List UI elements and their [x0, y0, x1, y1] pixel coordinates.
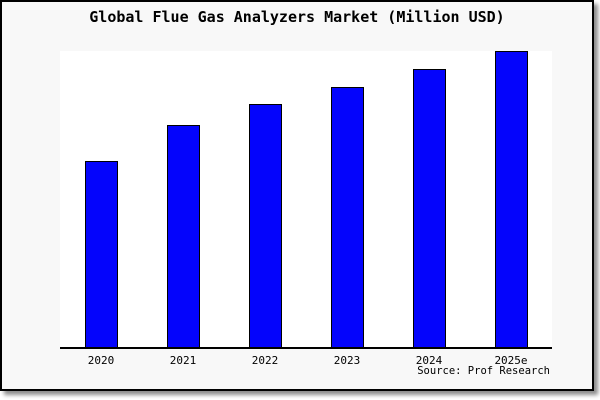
x-tick-label-2025e: 2025e	[494, 354, 528, 367]
bar-2020	[84, 161, 118, 347]
bars-container	[60, 51, 552, 347]
chart-title: Global Flue Gas Analyzers Market (Millio…	[89, 8, 505, 26]
bar-slot-2021	[142, 51, 224, 347]
bar-2025e	[494, 51, 528, 347]
x-axis-labels: 2020 2021 2022 2023 2024 2025e	[60, 354, 552, 367]
bar-2021	[166, 125, 200, 347]
bar-slot-2024	[388, 51, 470, 347]
bar-slot-2022	[224, 51, 306, 347]
x-tick-label-2022: 2022	[251, 354, 279, 367]
x-tick-label-2020: 2020	[87, 354, 115, 367]
x-tick-label-2024: 2024	[415, 354, 443, 367]
bar-2024	[412, 69, 446, 347]
bar-slot-2020	[60, 51, 142, 347]
bar-2022	[248, 104, 282, 347]
x-tick-label-2021: 2021	[169, 354, 197, 367]
bar-slot-2023	[306, 51, 388, 347]
plot-area	[60, 51, 552, 349]
bar-slot-2025e	[470, 51, 552, 347]
x-tick-label-2023: 2023	[333, 354, 361, 367]
chart-figure: Global Flue Gas Analyzers Market (Millio…	[0, 0, 594, 391]
bar-2023	[330, 87, 364, 347]
source-label: Source: Prof Research	[417, 365, 550, 377]
